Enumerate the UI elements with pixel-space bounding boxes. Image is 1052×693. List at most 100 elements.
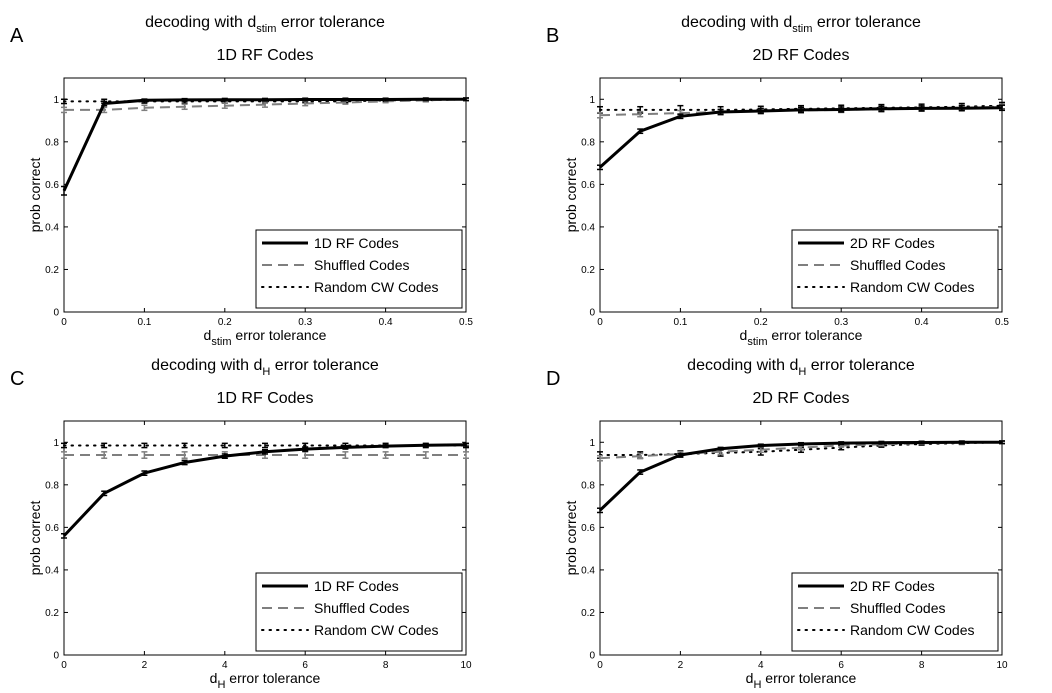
x-tick-label: 0 [61,317,67,328]
x-axis-label-main: d [210,670,218,686]
x-tick-label: 2 [678,660,684,671]
y-tick-label: 0.8 [45,137,59,148]
series-line [62,97,466,192]
error-bar [637,110,644,118]
chart-title: decoding with dstim error tolerance [681,14,921,35]
error-bar [597,454,603,462]
x-axis-label-main: d [204,327,212,343]
legend-entry: Random CW Codes [850,279,975,295]
x-tick-label: 4 [222,660,228,671]
legend-entry: Shuffled Codes [314,600,409,616]
x-axis-label-rest: error tolerance [768,327,863,343]
error-bar [757,443,764,448]
chart-title-rest: error tolerance [276,14,385,31]
legend: 1D RF Codes Shuffled Codes Random CW Codes [255,229,463,309]
chart-title-subscript: stim [256,23,276,35]
error-bar [382,97,389,102]
error-bar [141,451,148,459]
error-bar [382,451,389,459]
error-bar [262,101,268,108]
y-tick-label: 0.6 [45,180,59,191]
legend-entry: 1D RF Codes [314,578,399,594]
x-tick-label: 0.4 [915,317,929,328]
y-tick-label: 0.6 [45,523,59,534]
y-tick-label: 0.4 [45,565,59,576]
error-bar [463,451,469,459]
legend-entry: 1D RF Codes [314,235,399,251]
y-tick-label: 0.2 [581,265,595,276]
x-axis-label-subscript: H [217,679,225,691]
error-bar [597,111,603,119]
error-bar [597,164,603,171]
y-tick-label: 1 [53,438,59,449]
x-tick-label: 4 [758,660,764,671]
error-bar [918,105,925,112]
error-bar [181,459,188,466]
error-bar [141,470,148,476]
x-tick-label: 0 [61,660,67,671]
error-bar [637,452,644,460]
legend-entry: Shuffled Codes [314,257,409,273]
error-bar [717,108,724,116]
error-bar [637,469,644,475]
chart-subtitle: 2D RF Codes [753,47,850,64]
series-solid [597,104,1005,171]
error-bar [422,97,429,102]
error-bar [878,105,885,113]
error-bar [422,451,429,459]
x-tick-label: 2 [142,660,148,671]
error-bar [958,104,965,112]
error-bar [958,440,965,445]
error-bar [999,104,1005,112]
error-bar [838,441,845,446]
x-tick-label: 0.1 [673,317,687,328]
chart-title-subscript: H [262,366,270,378]
y-tick-label: 0.8 [45,480,59,491]
error-bar [181,451,188,459]
legend: 1D RF Codes Shuffled Codes Random CW Codes [255,572,463,652]
error-bar [221,97,228,102]
error-bar [61,106,67,114]
x-tick-label: 10 [996,660,1008,671]
y-tick-label: 0.4 [45,222,59,233]
x-axis-label: dstim error tolerance [204,327,327,348]
x-axis-label: dH error tolerance [746,670,857,691]
x-tick-label: 0.1 [137,317,151,328]
y-tick-label: 0.6 [581,523,595,534]
x-tick-label: 8 [919,660,925,671]
error-bar [181,97,188,102]
x-axis-label-rest: error tolerance [761,670,856,686]
legend-entry: Random CW Codes [314,622,439,638]
chart-subtitle: 1D RF Codes [217,47,314,64]
error-bar [677,113,684,120]
error-bar [342,97,349,102]
x-axis-label-rest: error tolerance [232,327,327,343]
chart-title-main: decoding with d [681,14,792,31]
error-bar [757,107,764,115]
x-tick-label: 0 [597,317,603,328]
y-axis-label: prob correct [27,501,43,576]
chart-subtitle: 1D RF Codes [217,390,314,407]
legend-entry: 2D RF Codes [850,235,935,251]
error-bar [141,104,148,112]
x-tick-label: 6 [302,660,308,671]
chart-title-subscript: stim [792,23,812,35]
error-bar [798,441,804,447]
error-bar [342,451,349,459]
x-tick-label: 0.4 [379,317,393,328]
error-bar [141,442,148,449]
error-bar [141,98,148,103]
error-bar [422,443,429,448]
error-bar [181,442,188,449]
error-bar [838,106,845,113]
chart-title: decoding with dH error tolerance [687,357,915,378]
chart-title-rest: error tolerance [812,14,921,31]
error-bar [302,446,309,452]
y-axis-label: prob correct [27,158,43,233]
chart-title: decoding with dH error tolerance [151,357,379,378]
series-line [599,104,1003,111]
error-bar [61,442,67,449]
